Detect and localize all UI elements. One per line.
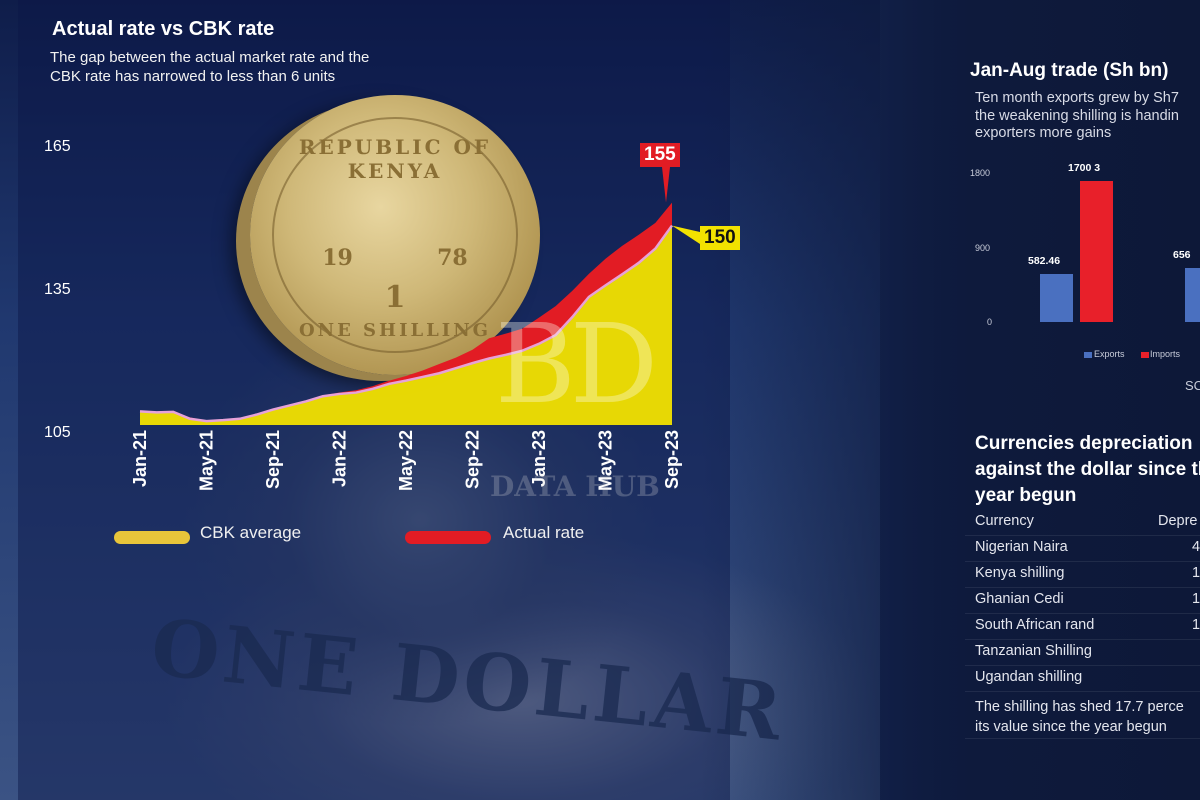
depreciation-value: 1: [1192, 591, 1200, 607]
x-tick-label: Sep-23: [662, 430, 682, 489]
table-note: The shilling has shed 17.7 perce its val…: [975, 699, 1184, 735]
column-header: Currency: [975, 513, 1034, 529]
trade-chart-subtitle: Ten month exports grew by Sh7 the weaken…: [975, 90, 1179, 141]
x-tick-label: Jan-23: [529, 430, 549, 487]
imports-bar: [1080, 181, 1113, 322]
kenya-shilling-coin-image: REPUBLIC OF KENYA 19 78 1 ONE SHILLING: [250, 95, 540, 375]
currency-name: Ugandan shilling: [975, 669, 1083, 685]
source-label: SC: [1185, 378, 1200, 393]
currency-name: Ghanian Cedi: [975, 591, 1064, 607]
legend-label-actual: Actual rate: [503, 523, 585, 542]
actual-end-label: 155: [640, 143, 680, 167]
exports-bar: [1185, 267, 1200, 322]
chart-subtitle: The gap between the actual market rate a…: [50, 49, 370, 85]
cbk-average-area: [140, 225, 672, 425]
y-tick-label: 0: [987, 317, 993, 327]
table-row: Ugandan shilling: [965, 665, 1200, 692]
currency-name: Nigerian Naira: [975, 539, 1068, 555]
currency-name: South African rand: [975, 617, 1095, 633]
x-tick-label: May-23: [596, 430, 616, 491]
legend-swatch-exports: [1084, 352, 1092, 358]
y-tick-label: 135: [44, 281, 71, 298]
bd-watermark-logo: BD: [495, 300, 658, 428]
legend-swatch-actual: [405, 531, 491, 544]
actual-rate-area: [140, 202, 672, 422]
bar-data-label: 656: [1173, 248, 1191, 261]
currency-name: Tanzanian Shilling: [975, 643, 1092, 659]
depreciation-value: 1: [1192, 565, 1200, 581]
legend-label-cbk: CBK average: [200, 523, 302, 542]
table-divider: [965, 738, 1200, 739]
actual-label-pointer: [662, 167, 670, 203]
legend-swatch-imports: [1141, 352, 1149, 358]
currency-table-title: Currencies depreciation against the doll…: [975, 433, 1200, 506]
table-row: South African rand 1: [965, 613, 1200, 640]
depreciation-value: 1: [1192, 617, 1200, 633]
x-tick-label: Sep-21: [263, 430, 283, 489]
y-tick-label: 1800: [970, 168, 991, 178]
trade-chart-title: Jan-Aug trade (Sh bn): [970, 60, 1169, 81]
x-tick-label: Sep-22: [463, 430, 483, 489]
y-tick-label: 900: [975, 243, 991, 253]
exports-bar: [1040, 273, 1073, 322]
legend-label-imports: Imports: [1150, 349, 1181, 359]
data-hub-watermark: DATA HUB: [490, 470, 660, 503]
column-header: Depre: [1158, 513, 1198, 529]
y-tick-label: 165: [44, 138, 71, 155]
x-tick-label: May-21: [197, 430, 217, 491]
x-tick-label: May-22: [396, 430, 416, 491]
depreciation-value: 4: [1192, 539, 1200, 555]
table-row: Tanzanian Shilling: [965, 639, 1200, 666]
coin-lettering: REPUBLIC OF KENYA: [298, 135, 492, 183]
legend-label-exports: Exports: [1094, 349, 1125, 359]
x-tick-label: Jan-21: [130, 430, 150, 487]
bar-data-label: 1700 3: [1068, 162, 1101, 175]
y-tick-label: 105: [44, 424, 71, 441]
right-panel-background: [700, 0, 1200, 800]
table-row: Kenya shilling 1: [965, 561, 1200, 588]
table-row: Ghanian Cedi 1: [965, 587, 1200, 614]
chart-title: Actual rate vs CBK rate: [52, 18, 275, 40]
cbk-end-label: 150: [700, 226, 740, 250]
legend-swatch-cbk: [114, 531, 190, 544]
rate-chart: Jan-21 May-21 Sep-21 Jan-22 May-22 Sep-22 Jan-…: [130, 167, 700, 491]
cbk-label-pointer: [672, 225, 700, 244]
table-row: Nigerian Naira 4: [965, 535, 1200, 562]
currency-name: Kenya shilling: [975, 565, 1065, 581]
cbk-average-line: [139, 224, 674, 423]
x-tick-label: Jan-22: [330, 430, 350, 487]
table-header: Currency Depre: [965, 509, 1200, 536]
bar-data-label: 582.46: [1028, 254, 1061, 267]
